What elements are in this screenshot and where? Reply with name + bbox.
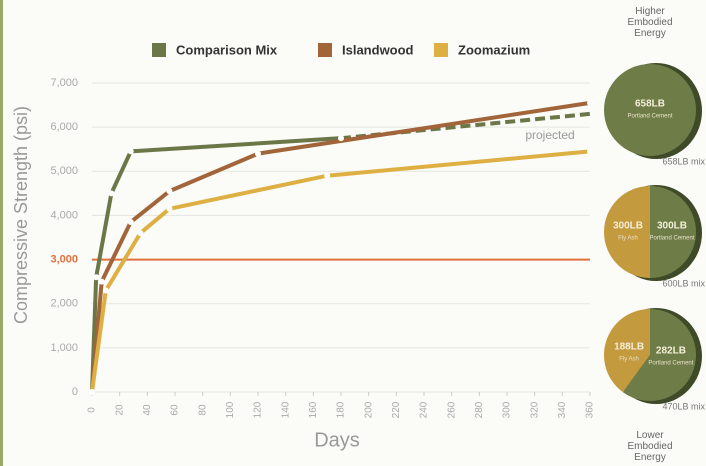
- lower-energy-label: Lower Embodied Energy: [627, 430, 673, 463]
- y-tick-label: 5,000: [50, 165, 78, 177]
- data-point: [587, 148, 593, 155]
- projection-label: projected: [525, 128, 574, 142]
- x-tick-label: 200: [363, 401, 374, 418]
- pie-mix-label: 470LB mix: [662, 401, 705, 411]
- y-tick-label: 7,000: [50, 77, 78, 89]
- data-point: [255, 150, 261, 157]
- x-tick-label: 360: [585, 401, 596, 418]
- pie-slice: [604, 309, 650, 393]
- data-point: [166, 205, 173, 212]
- legend-item: Comparison Mix: [152, 42, 278, 57]
- x-tick-label: 320: [529, 401, 540, 418]
- data-point: [127, 148, 134, 155]
- x-tick-label: 180: [336, 401, 347, 418]
- y-axis-title: Compressive Strength (psi): [11, 106, 31, 324]
- legend-label: Islandwood: [342, 42, 414, 57]
- pie-value-label: 300LB: [613, 221, 643, 232]
- projection-line: [340, 111, 591, 141]
- y-tick-label: 1,000: [50, 342, 78, 354]
- x-tick-label: 40: [142, 404, 153, 416]
- pie-category-label: Fly Ash: [618, 236, 638, 242]
- pie-value-label: 282LB: [656, 346, 686, 357]
- data-point: [137, 230, 144, 237]
- x-tick-label: 0: [87, 407, 98, 413]
- data-point: [338, 135, 344, 142]
- x-tick-label: 260: [446, 401, 457, 418]
- pie-value-label: 300LB: [657, 221, 687, 232]
- pie-mix-label: 600LB mix: [662, 278, 705, 288]
- series-line: [90, 149, 591, 393]
- series-line: [90, 136, 342, 393]
- legend-swatch: [152, 43, 166, 57]
- legend-swatch: [318, 43, 332, 57]
- x-tick-label: 240: [419, 401, 430, 418]
- higher-energy-label: Higher Embodied Energy: [627, 6, 673, 39]
- pie-slice: [604, 186, 650, 278]
- x-axis-title: Days: [314, 429, 360, 451]
- x-tick-label: 120: [253, 401, 264, 418]
- legend-label: Zoomazium: [458, 42, 530, 57]
- pie-category-label: Portland Cement: [649, 236, 694, 242]
- data-point: [324, 172, 331, 179]
- data-point: [166, 188, 173, 195]
- data-point: [89, 389, 95, 395]
- legend-item: Islandwood: [318, 42, 414, 57]
- data-point: [127, 219, 134, 226]
- data-point: [93, 274, 100, 281]
- x-tick-label: 340: [557, 401, 568, 418]
- y-tick-label: 0: [72, 386, 78, 398]
- x-tick-label: 100: [225, 401, 236, 418]
- x-tick-label: 280: [474, 401, 485, 418]
- pie-value-label: 658LB: [635, 99, 665, 110]
- data-point: [108, 190, 115, 197]
- x-tick-label: 220: [391, 401, 402, 418]
- legend-label: Comparison Mix: [176, 42, 278, 57]
- data-point: [102, 287, 109, 294]
- pie-category-label: Fly Ash: [619, 357, 639, 363]
- legend-item: Zoomazium: [434, 42, 530, 57]
- x-tick-label: 160: [308, 401, 319, 418]
- data-point: [98, 278, 105, 285]
- pie-mix-label: 658LB mix: [662, 156, 705, 166]
- x-tick-label: 140: [280, 401, 291, 418]
- x-tick-label: 20: [114, 404, 125, 416]
- pie-slice: [604, 64, 696, 156]
- series-line: [90, 100, 591, 393]
- y-tick-label: 2,000: [50, 298, 78, 310]
- pie-slice: [622, 309, 696, 402]
- x-tick-label: 80: [197, 404, 208, 416]
- x-tick-label: 300: [502, 401, 513, 418]
- pie-category-label: Portland Cement: [627, 114, 672, 120]
- y-tick-label: 6,000: [50, 121, 78, 133]
- data-point: [587, 99, 593, 106]
- pie-category-label: Portland Cement: [648, 361, 693, 367]
- y-tick-label: 3,000: [50, 253, 78, 265]
- pie-slice: [650, 186, 696, 278]
- x-tick-label: 60: [170, 404, 181, 416]
- legend-swatch: [434, 43, 448, 57]
- y-tick-label: 4,000: [50, 209, 78, 221]
- pie-value-label: 188LB: [614, 342, 644, 353]
